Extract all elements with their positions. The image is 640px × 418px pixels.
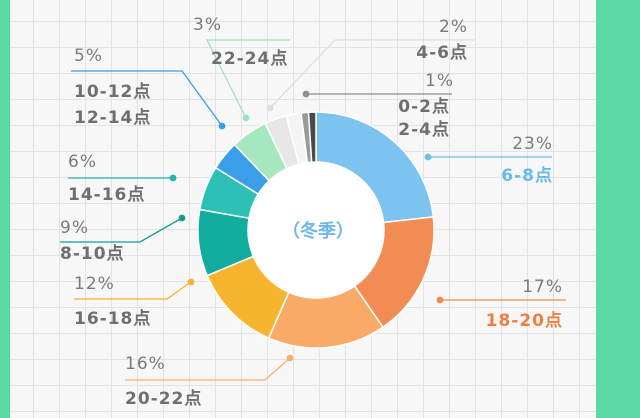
leader-dot-0-2点 bbox=[302, 90, 310, 98]
time-label-10-12点: 10-12点 bbox=[74, 81, 151, 102]
slice-6-8点 bbox=[315, 111, 435, 224]
time-label-20-22点: 20-22点 bbox=[125, 388, 202, 409]
leader-line-16-18点 bbox=[74, 281, 192, 300]
slice-2-4点 bbox=[307, 111, 317, 163]
time-label-22-24点: 22-24点 bbox=[211, 48, 288, 69]
leader-dot-8-10点 bbox=[178, 214, 186, 222]
percent-label-4-6点: 2% bbox=[439, 17, 468, 37]
donut-hole bbox=[249, 163, 383, 297]
percent-label-18-20点: 17% bbox=[522, 277, 563, 297]
leader-line-4-6点 bbox=[269, 39, 475, 109]
leader-dot-20-22点 bbox=[286, 354, 294, 362]
percent-label-16-18点: 12% bbox=[74, 274, 115, 294]
leader-line-22-24点 bbox=[205, 39, 290, 119]
leader-dot-4-6点 bbox=[266, 104, 274, 112]
leader-dot-18-20点 bbox=[436, 296, 444, 304]
leader-dot-22-24点 bbox=[242, 114, 250, 122]
time-label-0-2点: 0-2点 bbox=[398, 96, 450, 117]
time-label-12-14点: 12-14点 bbox=[74, 107, 151, 128]
leader-dot-6-8点 bbox=[424, 153, 432, 161]
leader-dot-12-14点 bbox=[218, 122, 226, 130]
percent-label-22-24点: 3% bbox=[193, 15, 222, 35]
percent-label-6-8点: 23% bbox=[512, 134, 553, 154]
leader-line-8-10点 bbox=[60, 217, 183, 243]
percent-label-0-2点: 1% bbox=[425, 71, 454, 91]
leader-dot-14-16点 bbox=[169, 174, 177, 182]
time-label-4-6点: 4-6点 bbox=[416, 42, 468, 63]
time-label-8-10点: 8-10点 bbox=[60, 243, 125, 264]
leader-line-12-14点 bbox=[71, 70, 223, 127]
time-label-14-16点: 14-16点 bbox=[68, 184, 145, 205]
percent-label-10-12点: 5% bbox=[74, 46, 103, 66]
percent-label-8-10点: 9% bbox=[60, 218, 89, 238]
percent-label-14-16点: 6% bbox=[68, 152, 97, 172]
percent-label-20-22点: 16% bbox=[125, 354, 166, 374]
leader-dot-16-18点 bbox=[187, 278, 195, 286]
leader-line-20-22点 bbox=[125, 357, 291, 381]
time-label-18-20点: 18-20点 bbox=[486, 310, 563, 331]
time-label-16-18点: 16-18点 bbox=[74, 308, 151, 329]
time-label-2-4点: 2-4点 bbox=[398, 119, 450, 140]
time-label-6-8点: 6-8点 bbox=[501, 165, 553, 186]
chart-subtitle: （冬季） bbox=[282, 220, 354, 242]
